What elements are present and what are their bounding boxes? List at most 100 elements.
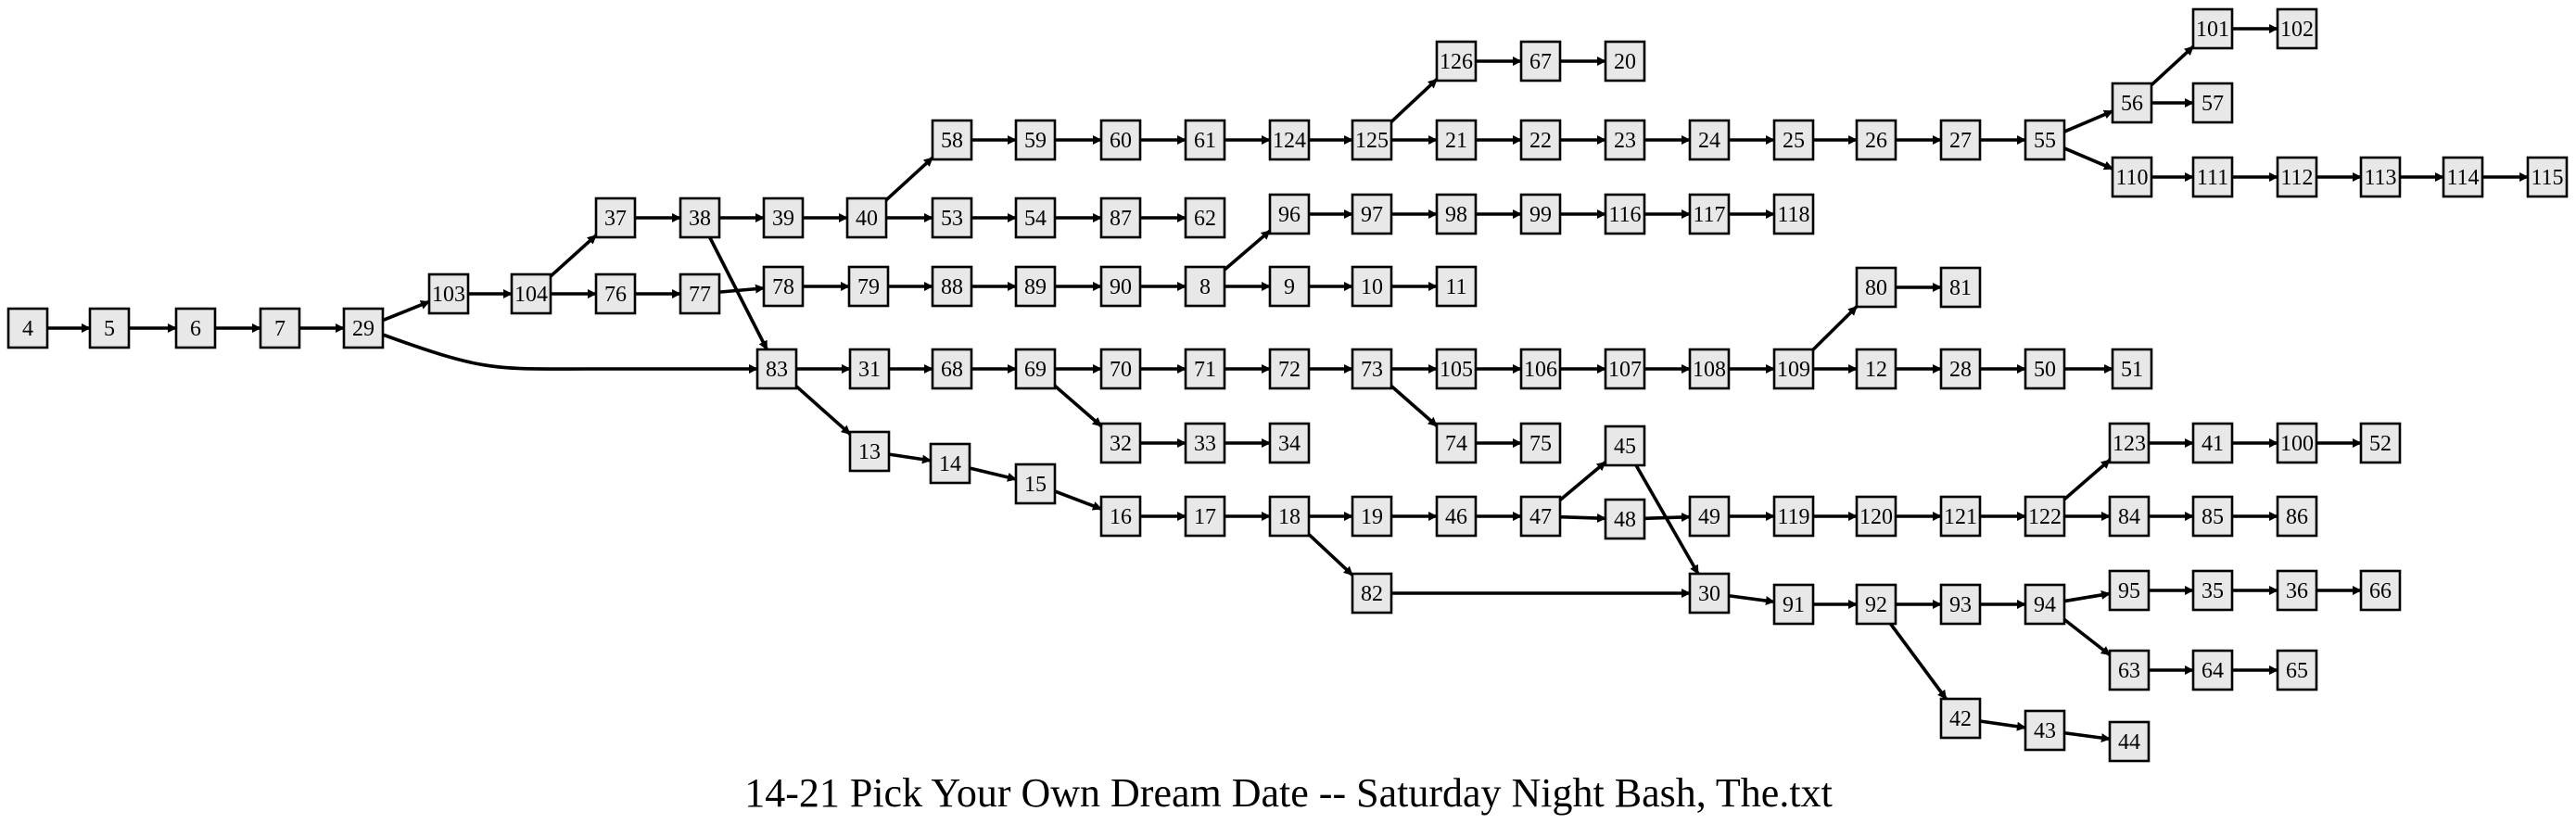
node-label: 5 (104, 317, 115, 341)
node-label: 94 (2034, 593, 2056, 617)
edge-47-to-45 (1558, 461, 1607, 501)
node-box (679, 273, 721, 315)
node-box (1099, 119, 1142, 161)
node-label: 74 (1445, 432, 1467, 456)
node-label: 103 (432, 283, 465, 307)
node-box (762, 196, 805, 239)
node-box (1435, 495, 1478, 538)
node-label: 11 (1445, 275, 1466, 299)
node-box (1688, 495, 1731, 538)
node-box (1435, 265, 1478, 308)
node-label: 69 (1024, 358, 1047, 382)
node-label: 18 (1278, 505, 1301, 529)
node-119: 119 (1772, 495, 1815, 538)
node-108: 108 (1688, 348, 1731, 390)
node-box (1351, 119, 1393, 161)
node-box (1855, 119, 1897, 161)
node-box (1351, 348, 1393, 390)
node-label: 88 (941, 275, 963, 299)
node-label: 72 (1278, 358, 1301, 382)
node-box (2108, 569, 2151, 612)
node-box (2359, 422, 2402, 464)
node-51: 51 (2111, 348, 2153, 390)
node-box (931, 265, 973, 308)
edge-83-to-13 (794, 385, 852, 436)
node-label: 7 (274, 317, 286, 341)
node-box (2191, 156, 2234, 198)
node-label: 25 (1783, 129, 1805, 153)
node-72: 72 (1268, 348, 1311, 390)
node-76: 76 (594, 273, 637, 315)
node-68: 68 (931, 348, 973, 390)
node-21: 21 (1435, 119, 1478, 161)
node-47: 47 (1519, 495, 1562, 538)
node-41: 41 (2191, 422, 2234, 464)
node-box (2276, 7, 2318, 50)
node-121: 121 (1939, 495, 1982, 538)
edge-47-to-48 (1559, 513, 1606, 524)
node-19: 19 (1351, 495, 1393, 538)
node-118: 118 (1772, 193, 1815, 235)
node-label: 87 (1110, 207, 1132, 231)
edge-109-to-80 (1811, 305, 1859, 351)
node-label: 91 (1783, 593, 1805, 617)
node-110: 110 (2111, 156, 2153, 198)
node-71: 71 (1184, 348, 1226, 390)
node-label: 53 (941, 207, 963, 231)
edge-125-to-126 (1390, 78, 1439, 123)
node-label: 29 (352, 317, 374, 341)
node-label: 102 (2280, 18, 2314, 42)
node-label: 30 (1698, 582, 1720, 606)
node-box (1688, 193, 1731, 235)
node-label: 81 (1949, 276, 1972, 300)
node-label: 106 (1524, 358, 1557, 382)
node-box (259, 307, 301, 349)
node-112: 112 (2276, 156, 2318, 198)
node-box (2276, 495, 2318, 538)
node-label: 15 (1024, 473, 1047, 497)
node-box (1939, 348, 1982, 390)
node-80: 80 (1855, 266, 1897, 309)
node-90: 90 (1099, 265, 1142, 308)
node-44: 44 (2108, 720, 2151, 763)
node-label: 82 (1361, 582, 1383, 606)
node-box (1939, 266, 1982, 309)
node-122: 122 (2024, 495, 2066, 538)
node-box (1099, 265, 1142, 308)
node-box (1014, 348, 1057, 390)
node-73: 73 (1351, 348, 1393, 390)
node-box (1519, 422, 1562, 464)
node-62: 62 (1184, 196, 1226, 239)
edge-40-to-58 (884, 156, 934, 202)
node-label: 121 (1944, 505, 1977, 529)
node-label: 96 (1278, 203, 1301, 227)
node-54: 54 (1014, 196, 1057, 239)
node-20: 20 (1604, 40, 1646, 82)
node-box (6, 307, 49, 349)
node-104: 104 (510, 273, 552, 315)
node-box (1268, 193, 1311, 235)
node-box (1099, 422, 1142, 464)
node-67: 67 (1519, 40, 1562, 82)
node-box (2024, 709, 2066, 752)
node-box (2024, 583, 2066, 626)
node-28: 28 (1939, 348, 1982, 390)
edge-29-to-83 (382, 333, 758, 374)
node-box (1519, 348, 1562, 390)
node-box (2024, 495, 2066, 538)
node-box (1939, 583, 1982, 626)
node-64: 64 (2191, 649, 2234, 691)
node-label: 122 (2028, 505, 2062, 529)
node-box (1855, 495, 1897, 538)
node-label: 92 (1865, 593, 1887, 617)
node-label: 125 (1355, 129, 1389, 153)
node-box (1351, 572, 1393, 615)
node-box (2108, 495, 2151, 538)
node-40: 40 (845, 196, 888, 239)
node-15: 15 (1014, 463, 1057, 505)
edge-8-to-96 (1223, 229, 1272, 272)
edge-30-to-91 (1728, 593, 1775, 606)
node-box (755, 348, 798, 390)
node-label: 35 (2202, 579, 2224, 603)
node-label: 55 (2034, 129, 2056, 153)
